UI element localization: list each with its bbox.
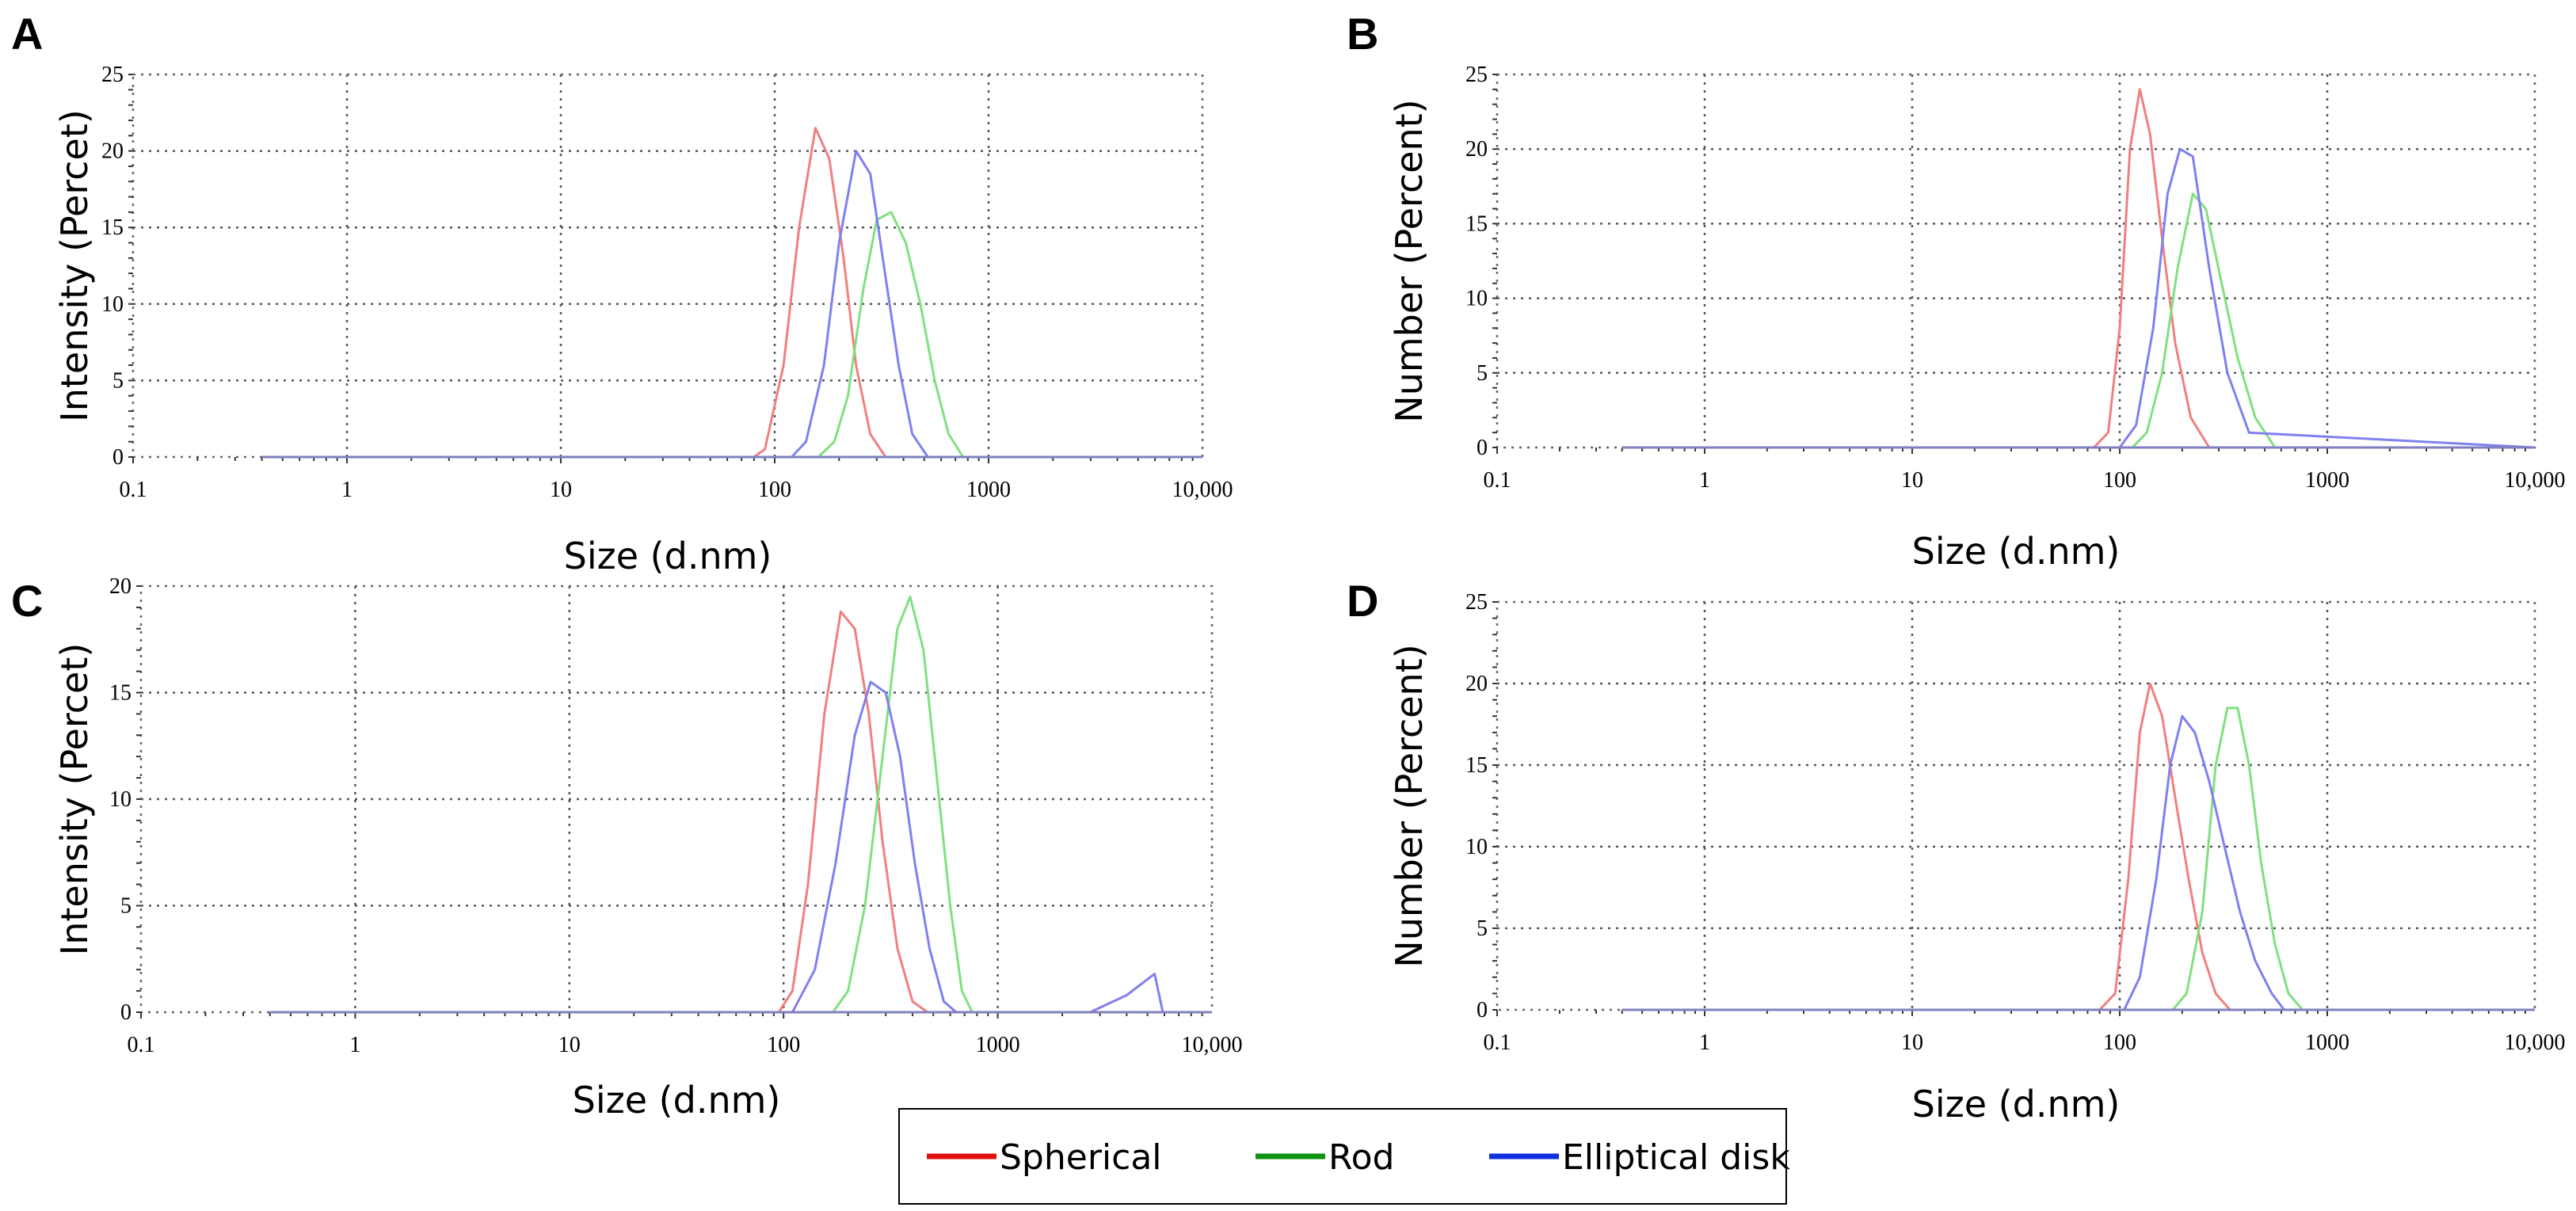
x-tick-label: 10 xyxy=(1901,468,1923,493)
series-line-rod xyxy=(1621,706,2535,1011)
legend-label: Spherical xyxy=(1000,1137,1162,1178)
y-tick-label: 10 xyxy=(1465,835,1488,859)
legend-label: Elliptical disk xyxy=(1562,1137,1790,1178)
x-tick-label: 10,000 xyxy=(2505,468,2566,493)
y-axis-title: Number (Percent) xyxy=(1388,99,1431,422)
x-tick-label: 0.1 xyxy=(1484,1030,1511,1055)
panel-letter: B xyxy=(1347,9,1378,59)
x-tick-label: 10 xyxy=(550,478,572,502)
series-line-rod xyxy=(269,596,1212,1014)
plot-frame xyxy=(1496,73,2536,449)
x-tick-label: 0.1 xyxy=(1484,468,1511,493)
y-tick-label: 25 xyxy=(1465,590,1488,615)
x-tick-label: 10 xyxy=(558,1033,581,1057)
plot-frame xyxy=(131,73,1204,459)
x-tick-label: 1 xyxy=(1699,468,1710,493)
plot-frame xyxy=(1496,600,2536,1011)
chart-panel-d: D 0 5 10 15 20 25 0.1 1 10 100 1000 10,000 Size (d.nm… xyxy=(1347,576,2566,1125)
x-tick-label: 1000 xyxy=(966,478,1011,502)
x-axis-title: Size (d.nm) xyxy=(1912,530,2121,573)
chart-panel-a: A 0 5 10 15 20 25 0.1 1 10 100 1000 10,000 Size (d.nm… xyxy=(11,9,1233,577)
x-tick-label: 100 xyxy=(767,1033,800,1057)
y-tick-label: 0 xyxy=(112,445,124,470)
y-tick-label: 0 xyxy=(1477,436,1488,460)
series-line-elliptical-disk xyxy=(1621,147,2536,449)
y-tick-label: 5 xyxy=(1477,916,1488,941)
x-axis-title: Size (d.nm) xyxy=(564,535,772,577)
x-tick-label: 10,000 xyxy=(1182,1033,1243,1057)
x-axis-title: Size (d.nm) xyxy=(1912,1083,2121,1125)
panel-letter: C xyxy=(11,576,43,626)
x-tick-label: 1000 xyxy=(976,1033,1020,1057)
series-line-spherical xyxy=(1621,88,2535,449)
chart-panel-b: B 0 5 10 15 20 25 0.1 1 10 100 1000 10,000 Size (d.nm… xyxy=(1347,9,2566,573)
x-tick-label: 10,000 xyxy=(2505,1030,2566,1055)
series-line-spherical xyxy=(269,610,1212,1014)
x-axis-title: Size (d.nm) xyxy=(573,1079,781,1122)
panel-letter: A xyxy=(11,9,43,59)
x-tick-label: 0.1 xyxy=(128,1033,155,1057)
y-tick-label: 25 xyxy=(101,63,124,87)
series-line-elliptical-disk xyxy=(1621,714,2535,1011)
y-tick-label: 0 xyxy=(120,1000,131,1025)
x-tick-label: 100 xyxy=(2103,1030,2136,1055)
y-tick-label: 15 xyxy=(1465,753,1488,778)
y-tick-label: 0 xyxy=(1477,998,1488,1022)
y-tick-label: 20 xyxy=(1465,672,1488,696)
chart-panel-c: C 0 5 10 15 20 0.1 1 10 100 1000 10,000 Size (d.nm) I… xyxy=(11,574,1243,1122)
series-line-elliptical-disk xyxy=(269,680,1212,1014)
x-tick-label: 0.1 xyxy=(120,478,147,502)
series-line-elliptical-disk xyxy=(261,150,1202,459)
x-tick-label: 1 xyxy=(349,1033,360,1057)
x-tick-label: 1000 xyxy=(2305,468,2349,493)
y-tick-label: 15 xyxy=(1465,211,1488,236)
y-tick-label: 10 xyxy=(109,787,131,812)
x-tick-label: 1000 xyxy=(2305,1030,2349,1055)
y-tick-label: 15 xyxy=(101,215,124,240)
y-tick-label: 10 xyxy=(1465,287,1488,311)
y-tick-label: 20 xyxy=(1465,137,1488,162)
series-line-rod xyxy=(1621,192,2535,449)
legend-items: Spherical Rod Elliptical disk xyxy=(927,1137,1790,1178)
y-tick-label: 20 xyxy=(101,139,124,164)
series-line-rod xyxy=(261,211,1202,459)
x-tick-label: 1 xyxy=(341,478,352,502)
series-line-spherical xyxy=(261,127,1202,459)
y-tick-label: 15 xyxy=(109,681,131,706)
legend-frame xyxy=(898,1108,1787,1205)
y-axis-title: Intensity (Percet) xyxy=(53,109,96,422)
panel-letter: D xyxy=(1347,576,1378,626)
legend-label: Rod xyxy=(1328,1137,1394,1178)
y-tick-label: 20 xyxy=(109,574,131,599)
y-tick-label: 5 xyxy=(112,368,124,393)
x-tick-label: 100 xyxy=(758,478,791,502)
y-tick-label: 5 xyxy=(1477,361,1488,386)
y-tick-label: 10 xyxy=(101,292,124,317)
x-tick-label: 1 xyxy=(1699,1030,1710,1055)
series-line-spherical xyxy=(1621,682,2535,1011)
x-tick-label: 10,000 xyxy=(1172,478,1233,502)
y-axis-title: Number (Percent) xyxy=(1388,644,1431,967)
y-tick-label: 5 xyxy=(120,894,131,919)
x-tick-label: 10 xyxy=(1901,1030,1923,1055)
y-tick-label: 25 xyxy=(1465,63,1488,87)
y-axis-title: Intensity (Percet) xyxy=(53,643,96,956)
x-tick-label: 100 xyxy=(2103,468,2136,493)
legend: Spherical Rod Elliptical disk xyxy=(898,1108,1790,1205)
